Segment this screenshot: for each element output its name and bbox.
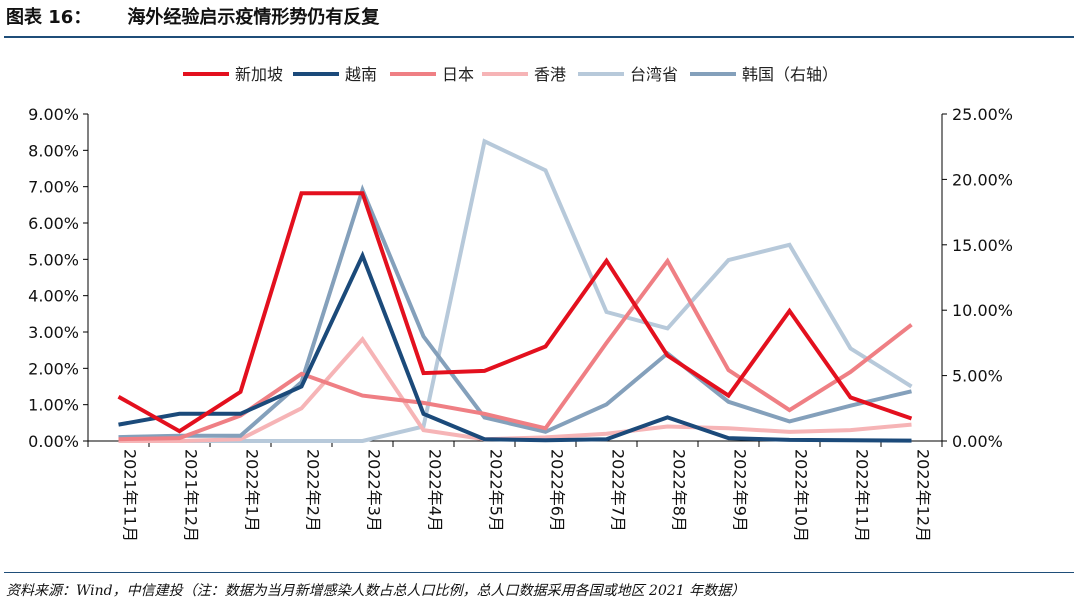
left-tick-label: 7.00% bbox=[28, 178, 79, 197]
left-tick-label: 1.00% bbox=[28, 396, 79, 415]
left-tick-label: 2.00% bbox=[28, 359, 79, 378]
legend-label: 越南 bbox=[345, 65, 377, 84]
series-line-1 bbox=[117, 191, 913, 434]
legend-label: 韩国（右轴） bbox=[742, 65, 838, 84]
x-tick-label: 2022年1月 bbox=[243, 449, 262, 532]
series-line-2 bbox=[118, 250, 912, 443]
x-tick-label: 2022年6月 bbox=[548, 449, 567, 532]
x-tick-label: 2021年12月 bbox=[182, 449, 201, 542]
left-tick-label: 5.00% bbox=[28, 250, 79, 269]
chart-legend: 新加坡 越南 日本 香港 台湾省 韩国（右轴） bbox=[183, 65, 838, 84]
left-tick-label: 4.00% bbox=[28, 287, 79, 306]
left-tick-label: 6.00% bbox=[28, 214, 79, 233]
left-tick-label: 9.00% bbox=[28, 105, 79, 124]
left-tick-label: 3.00% bbox=[28, 323, 79, 342]
bottom-rule bbox=[4, 572, 1074, 573]
line-chart: 新加坡 越南 日本 香港 台湾省 韩国（右轴） 0.00% 1.00% 2.00% 3.00% 4… bbox=[28, 65, 1013, 542]
legend-label: 新加坡 bbox=[235, 65, 283, 84]
x-tick-label: 2022年4月 bbox=[426, 449, 445, 532]
right-tick-label: 10.00% bbox=[952, 301, 1013, 320]
left-tick-label: 0.00% bbox=[28, 432, 79, 451]
chart-axes: 0.00% 1.00% 2.00% 3.00% 4.00% 5.00% 6.00% 7.00%… bbox=[28, 105, 1013, 542]
legend-label: 日本 bbox=[442, 65, 474, 84]
right-tick-label: 5.00% bbox=[952, 367, 1003, 386]
x-tick-label: 2022年5月 bbox=[487, 449, 506, 532]
x-tick-label: 2022年7月 bbox=[609, 449, 628, 532]
series-line-5 bbox=[118, 138, 913, 443]
figure-label: 图表 16： bbox=[6, 7, 92, 28]
right-tick-label: 20.00% bbox=[952, 170, 1013, 189]
x-tick-label: 2022年10月 bbox=[792, 449, 811, 542]
figure-title-text: 海外经验启示疫情形势仍有反复 bbox=[127, 7, 380, 28]
right-tick-label: 0.00% bbox=[952, 432, 1003, 451]
right-tick-label: 25.00% bbox=[952, 105, 1013, 124]
x-tick-label: 2022年9月 bbox=[731, 449, 750, 532]
series-line-6 bbox=[118, 184, 912, 440]
x-tick-label: 2022年3月 bbox=[365, 449, 384, 532]
left-tick-label: 8.00% bbox=[28, 141, 79, 160]
legend-label: 香港 bbox=[534, 65, 566, 84]
figure-title: 图表 16： 海外经验启示疫情形势仍有反复 bbox=[6, 4, 379, 32]
top-rule bbox=[4, 36, 1074, 38]
source-note: 资料来源：Wind，中信建投（注：数据为当月新增感染人数占总人口比例，总人口数据… bbox=[6, 583, 746, 599]
x-tick-label: 2021年11月 bbox=[121, 449, 140, 542]
legend-label: 台湾省 bbox=[630, 65, 678, 84]
x-tick-label: 2022年11月 bbox=[853, 449, 872, 542]
right-tick-label: 15.00% bbox=[952, 236, 1013, 255]
x-tick-label: 2022年2月 bbox=[304, 449, 323, 532]
chart-series bbox=[117, 138, 913, 443]
x-tick-label: 2022年8月 bbox=[670, 449, 689, 532]
x-tick-label: 2022年12月 bbox=[914, 449, 933, 542]
